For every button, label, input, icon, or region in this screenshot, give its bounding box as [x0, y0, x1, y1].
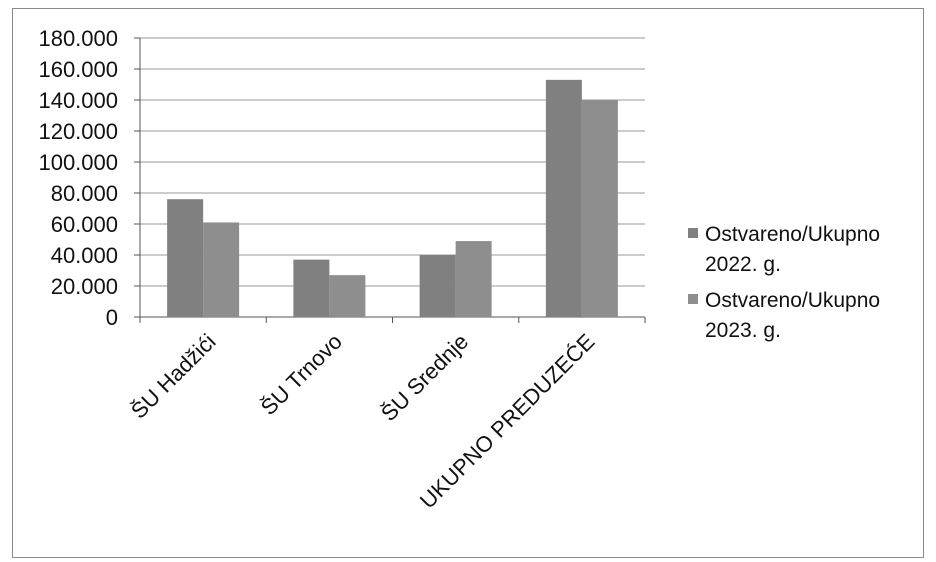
legend-swatch — [688, 294, 698, 304]
y-tick-label: 60.000 — [51, 212, 118, 237]
legend-label: Ostvareno/Ukupno — [705, 289, 880, 312]
y-tick-label: 180.000 — [38, 26, 118, 51]
bar — [545, 79, 582, 317]
y-axis: 0 20.000 40.000 60.000 80.000 100.000 120.000 1… — [38, 26, 141, 330]
bars — [167, 79, 618, 317]
y-tick-label: 0 — [106, 305, 118, 330]
y-tick-label: 160.000 — [38, 57, 118, 82]
x-category-label: ŠU Hadžići — [126, 329, 221, 424]
x-category-label: ŠU Srednje — [376, 329, 473, 426]
bar — [203, 222, 240, 317]
legend: Ostvareno/Ukupno 2022. g. Ostvareno/Ukupno… — [688, 223, 880, 342]
y-tick-label: 140.000 — [38, 88, 118, 113]
bar — [329, 275, 366, 317]
y-tick-label: 40.000 — [51, 243, 118, 268]
bar — [167, 199, 204, 317]
bar — [293, 259, 330, 317]
y-tick-label: 120.000 — [38, 119, 118, 144]
legend-label: 2022. g. — [705, 253, 781, 276]
legend-label: Ostvareno/Ukupno — [705, 223, 880, 246]
y-tick-label: 80.000 — [51, 181, 118, 206]
legend-label: 2023. g. — [705, 319, 781, 342]
bar — [419, 255, 456, 317]
legend-swatch — [688, 228, 698, 238]
bar — [581, 100, 618, 317]
y-tick-label: 20.000 — [51, 274, 118, 299]
x-category-label: ŠU Trnovo — [256, 329, 347, 420]
y-tick-label: 100.000 — [38, 150, 118, 175]
bar — [455, 241, 492, 317]
